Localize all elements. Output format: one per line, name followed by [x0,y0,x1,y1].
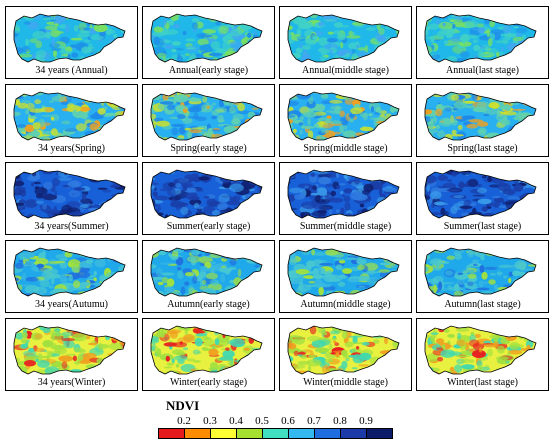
ndvi-map [424,325,537,375]
region-outline [150,91,263,141]
map-caption: Winter(last stage) [447,377,518,388]
ndvi-map [287,169,400,219]
map-panel-winter-2: Winter(middle stage) [279,318,412,391]
map-caption: Annual(middle stage) [302,65,389,76]
region-outline [13,169,126,219]
region-outline [13,247,126,297]
ndvi-map [150,169,263,219]
map-panel-summer-3: Summer(last stage) [416,162,549,235]
map-panel-autumn-2: Autumn(middle stage) [279,240,412,313]
map-panel-autumn-1: Autumn(early stage) [142,240,275,313]
map-caption: Summer(middle stage) [299,221,392,232]
region-outline [13,91,126,141]
map-caption: 34 years(Summer) [34,221,109,232]
ndvi-map [424,247,537,297]
ndvi-map [424,91,537,141]
map-panel-spring-1: Spring(early stage) [142,84,275,157]
ndvi-map [287,325,400,375]
map-caption: Autumn(last stage) [444,299,521,310]
region-outline [287,247,400,297]
ndvi-map [150,247,263,297]
map-caption: Autumn(early stage) [167,299,250,310]
region-outline [424,169,537,219]
region-outline [150,325,263,375]
map-panel-summer-1: Summer(early stage) [142,162,275,235]
map-caption: Annual(last stage) [445,65,520,76]
ndvi-map [287,247,400,297]
map-caption: Spring(middle stage) [303,143,388,154]
region-outline [150,169,263,219]
map-panel-summer-2: Summer(middle stage) [279,162,412,235]
ndvi-map [150,325,263,375]
region-outline [424,325,537,375]
ndvi-map [424,13,537,63]
map-caption: 34 years(Winter) [37,377,106,388]
map-caption: Spring(early stage) [170,143,247,154]
ndvi-map [13,91,126,141]
region-outline [424,91,537,141]
map-panel-winter-1: Winter(early stage) [142,318,275,391]
region-outline [13,325,126,375]
map-panel-autumn-3: Autumn(last stage) [416,240,549,313]
map-panel-spring-2: Spring(middle stage) [279,84,412,157]
ndvi-map [424,169,537,219]
map-panel-spring-3: Spring(last stage) [416,84,549,157]
map-caption: 34 years(Autumu) [34,299,109,310]
region-outline [287,13,400,63]
map-panel-winter-3: Winter(last stage) [416,318,549,391]
region-outline [150,13,263,63]
map-panel-summer-0: 34 years(Summer) [5,162,138,235]
map-panel-annual-2: Annual(middle stage) [279,6,412,79]
region-outline [424,247,537,297]
map-panel-winter-0: 34 years(Winter) [5,318,138,391]
map-caption: 34 years (Annual) [35,65,108,76]
region-outline [287,91,400,141]
region-outline [424,13,537,63]
ndvi-map [13,13,126,63]
map-panel-annual-3: Annual(last stage) [416,6,549,79]
region-outline [287,325,400,375]
map-panel-annual-0: 34 years (Annual) [5,6,138,79]
ndvi-map [287,91,400,141]
ndvi-map [13,247,126,297]
map-panel-annual-1: Annual(early stage) [142,6,275,79]
ndvi-map [287,13,400,63]
map-caption: 34 years(Spring) [38,143,105,154]
ndvi-map [150,91,263,141]
map-caption: Autumn(middle stage) [300,299,391,310]
map-caption: Summer(early stage) [166,221,251,232]
map-caption: Winter(middle stage) [303,377,388,388]
map-panel-spring-0: 34 years(Spring) [5,84,138,157]
region-outline [13,13,126,63]
map-caption: Summer(last stage) [443,221,522,232]
ndvi-map [13,325,126,375]
map-caption: Winter(early stage) [169,377,248,388]
region-outline [287,169,400,219]
ndvi-map [13,169,126,219]
ndvi-map [150,13,263,63]
region-outline [150,247,263,297]
map-caption: Annual(early stage) [168,65,249,76]
map-panel-autumn-0: 34 years(Autumu) [5,240,138,313]
map-caption: Spring(last stage) [447,143,518,154]
